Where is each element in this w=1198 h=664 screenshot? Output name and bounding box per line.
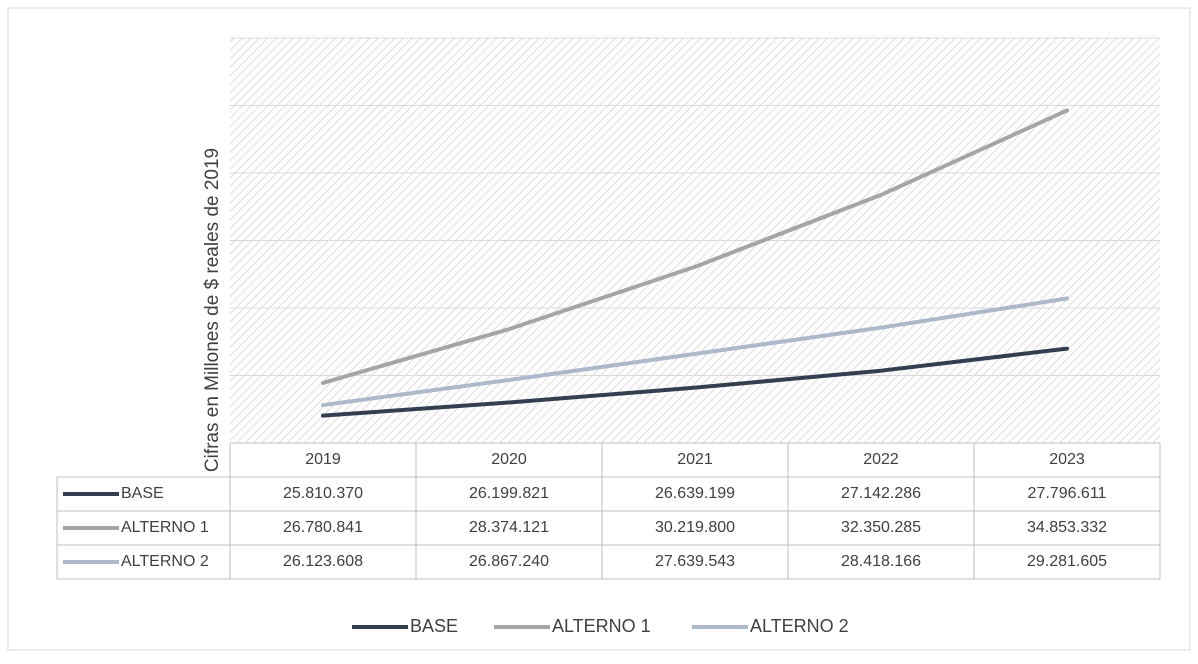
table-cell: 26.639.199 xyxy=(655,485,735,502)
legend-label: ALTERNO 1 xyxy=(552,616,651,636)
table-cell: 29.281.605 xyxy=(1027,553,1107,570)
x-tick-label: 2019 xyxy=(305,451,341,468)
legend-label: BASE xyxy=(410,616,458,636)
table-row-label: ALTERNO 2 xyxy=(121,553,209,570)
table-cell: 28.418.166 xyxy=(841,553,921,570)
table-cell: 32.350.285 xyxy=(841,519,921,536)
table-cell: 25.810.370 xyxy=(283,485,363,502)
x-tick-label: 2023 xyxy=(1049,451,1085,468)
x-tick-label: 2021 xyxy=(677,451,713,468)
table-cell: 27.796.611 xyxy=(1028,485,1107,502)
table-cell: 30.219.800 xyxy=(655,519,735,536)
x-tick-label: 2022 xyxy=(863,451,899,468)
series-line xyxy=(321,346,1069,418)
legend-label: ALTERNO 2 xyxy=(750,616,849,636)
table-cell: 26.199.821 xyxy=(469,485,549,502)
table-cell: 28.374.121 xyxy=(469,519,549,536)
table-cell: 27.142.286 xyxy=(841,485,921,502)
y-axis-label: Cifras en Millones de $ reales de 2019 xyxy=(202,148,223,472)
table-cell: 34.853.332 xyxy=(1027,519,1107,536)
series-line xyxy=(321,296,1069,408)
series-line xyxy=(321,108,1069,385)
table-cell: 26.123.608 xyxy=(283,553,363,570)
table-row-label: ALTERNO 1 xyxy=(121,519,209,536)
table-row-label: BASE xyxy=(121,485,164,502)
x-tick-label: 2020 xyxy=(491,451,527,468)
table-cell: 26.780.841 xyxy=(283,519,363,536)
table-cell: 26.867.240 xyxy=(469,553,549,570)
table-cell: 27.639.543 xyxy=(655,553,735,570)
